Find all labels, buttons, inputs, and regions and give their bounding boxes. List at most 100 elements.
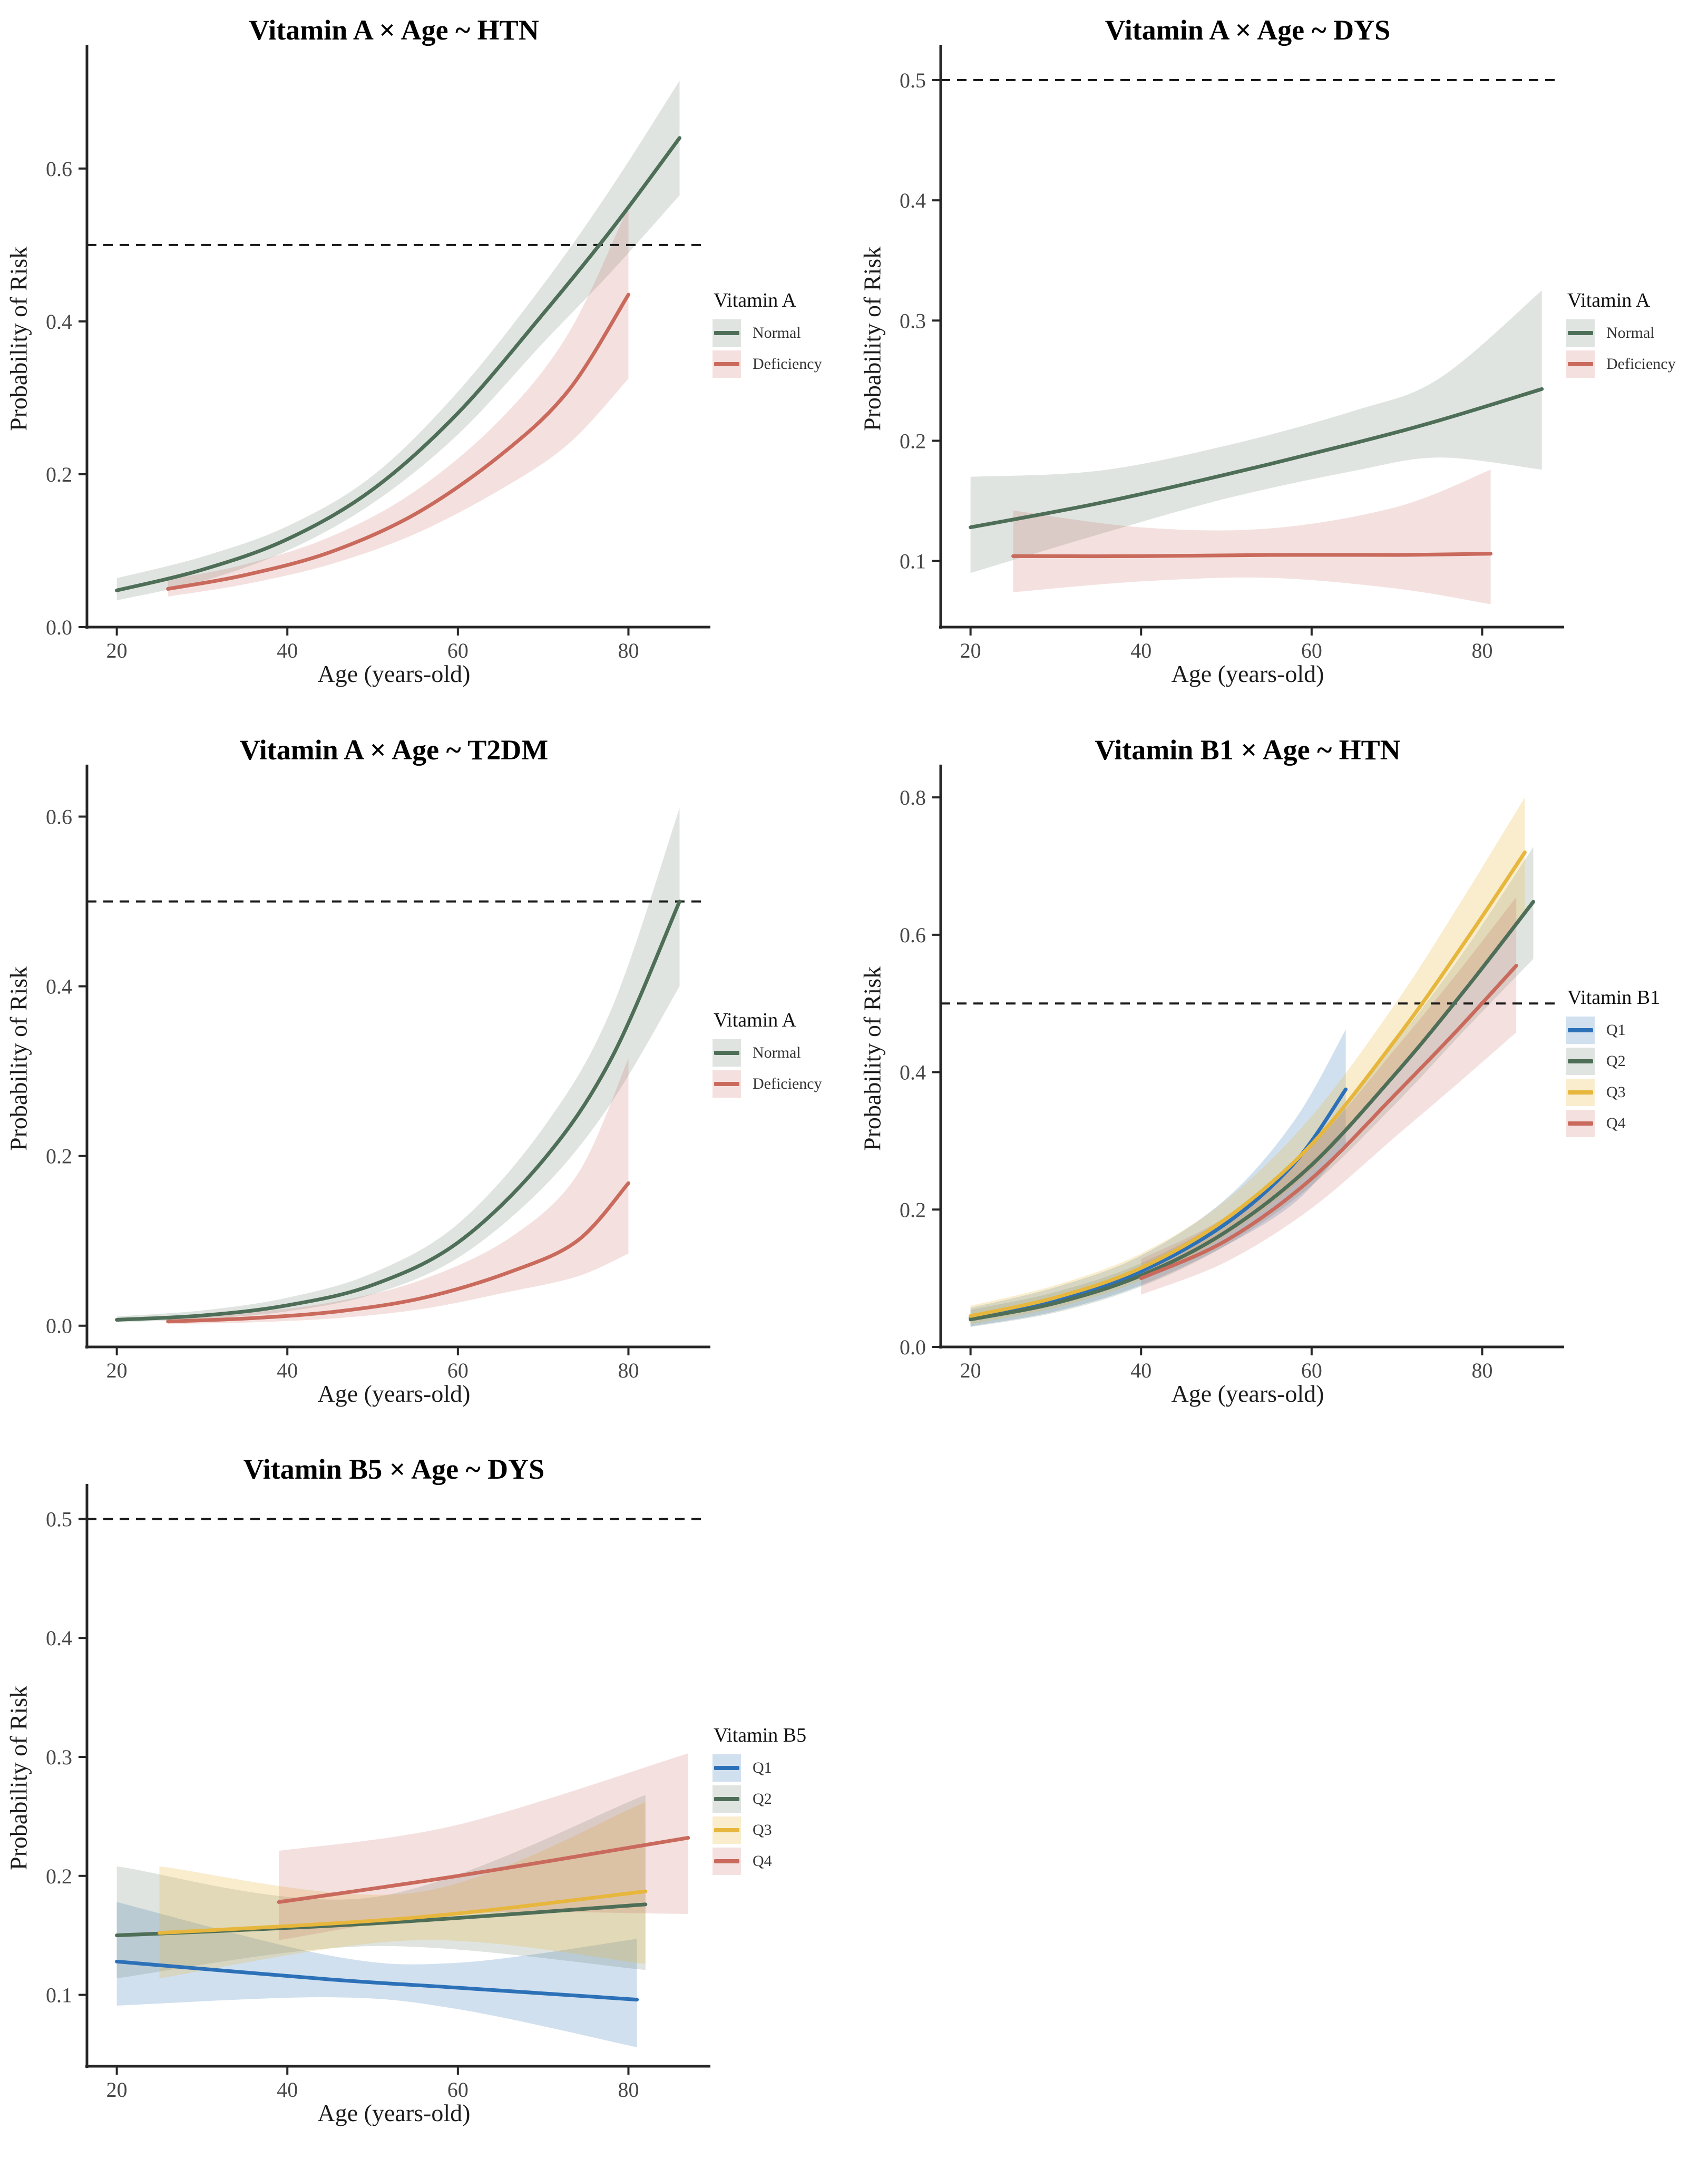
chart-title: Vitamin A × Age ~ HTN [249,14,539,46]
svg-text:80: 80 [618,639,639,662]
legend-entry-q3: Q3 [713,1816,852,1844]
legend-swatch-normal [713,319,741,347]
svg-text:0.2: 0.2 [900,1198,926,1222]
legend-entry-q1: Q1 [713,1754,852,1782]
chart-vitamin-a-t2dm: Vitamin A × Age ~ T2DM Probability of Ri… [0,720,854,1440]
legend-label: Q1 [1606,1021,1626,1039]
legend: Vitamin A Normal Deficiency [713,289,852,382]
chart-title: Vitamin B1 × Age ~ HTN [1095,734,1401,766]
x-axis-label: Age (years-old) [317,660,471,687]
plot-canvas: 20 40 60 80 0.1 0.2 0.3 0.4 0.5 [46,1484,710,2102]
legend-swatch-q2 [713,1785,741,1813]
svg-text:60: 60 [1301,639,1322,662]
legend-entry-normal: Normal [713,1039,852,1067]
svg-text:0.6: 0.6 [900,923,926,947]
svg-text:80: 80 [618,2078,639,2102]
x-axis-label: Age (years-old) [1171,660,1324,687]
x-axis-label: Age (years-old) [1171,1380,1324,1407]
svg-text:40: 40 [1130,639,1151,662]
svg-text:20: 20 [106,639,128,662]
svg-text:80: 80 [1471,639,1492,662]
svg-text:20: 20 [960,1359,981,1382]
chart-vitamin-b1-htn: Vitamin B1 × Age ~ HTN Probability of Ri… [854,720,1707,1440]
legend-entry-q4: Q4 [1566,1110,1706,1137]
svg-text:0.1: 0.1 [900,550,926,573]
legend-entry-q2: Q2 [713,1785,852,1813]
legend-swatch-normal [1566,319,1595,347]
legend-label: Deficiency [753,355,822,373]
svg-text:40: 40 [277,639,298,662]
legend-label: Q3 [1606,1083,1626,1101]
legend-title: Vitamin B1 [1567,986,1661,1009]
legend-entry-q2: Q2 [1566,1048,1706,1075]
legend: Vitamin B1 Q1 Q2 Q3 Q4 [1566,986,1706,1141]
legend-swatch-normal [713,1039,741,1067]
legend-swatch-deficiency [713,1070,741,1098]
legend-entry-q1: Q1 [1566,1017,1706,1044]
legend-entry-deficiency: Deficiency [1566,350,1706,378]
legend-swatch-q4 [713,1848,741,1875]
svg-text:0.6: 0.6 [46,157,72,181]
legend-title: Vitamin A [1567,289,1651,311]
chart-vitamin-a-dys: Vitamin A × Age ~ DYS Probability of Ris… [854,0,1707,720]
legend-label: Q2 [753,1790,772,1808]
legend-swatch-deficiency [1566,350,1595,378]
svg-text:60: 60 [447,1359,469,1382]
svg-text:0.4: 0.4 [46,310,72,334]
svg-text:0.4: 0.4 [900,189,926,212]
chart-vitamin-a-htn: Vitamin A × Age ~ HTN Probability of Ris… [0,0,854,720]
legend-label: Q2 [1606,1052,1626,1070]
plot-canvas: 20 40 60 80 0.0 0.2 0.4 0.6 [46,45,710,662]
legend-label: Deficiency [1606,355,1676,373]
legend-label: Normal [753,324,801,341]
svg-text:20: 20 [106,1359,128,1382]
legend-label: Q1 [753,1759,772,1776]
svg-text:0.4: 0.4 [900,1061,926,1085]
legend-label: Q4 [1606,1115,1626,1132]
legend-entry-q3: Q3 [1566,1079,1706,1106]
svg-text:0.4: 0.4 [46,1626,72,1650]
svg-text:0.0: 0.0 [900,1335,926,1359]
legend-swatch-q3 [1566,1079,1595,1106]
legend-swatch-q1 [1566,1017,1595,1044]
plot-canvas: 20 40 60 80 0.0 0.2 0.4 0.6 [46,765,710,1382]
legend-swatch-q3 [713,1816,741,1844]
svg-text:0.2: 0.2 [46,463,72,486]
svg-text:0.5: 0.5 [46,1507,72,1531]
legend-entry-deficiency: Deficiency [713,350,852,378]
svg-text:0.3: 0.3 [900,309,926,333]
legend-title: Vitamin A [714,1009,797,1031]
svg-text:60: 60 [447,639,469,662]
svg-text:0.1: 0.1 [46,1984,72,2007]
chart-title: Vitamin B5 × Age ~ DYS [243,1453,545,1485]
svg-text:0.2: 0.2 [46,1864,72,1888]
svg-text:0.5: 0.5 [900,69,926,92]
svg-text:0.0: 0.0 [46,616,72,639]
svg-text:60: 60 [1301,1359,1322,1382]
legend-entry-deficiency: Deficiency [713,1070,852,1098]
legend-label: Q4 [753,1852,772,1870]
legend-swatch-q4 [1566,1110,1595,1137]
legend-swatch-deficiency [713,350,741,378]
legend-swatch-q1 [713,1754,741,1782]
svg-text:0.2: 0.2 [46,1145,72,1168]
legend-title: Vitamin A [714,289,797,311]
x-axis-label: Age (years-old) [317,2099,471,2126]
svg-text:0.4: 0.4 [46,975,72,999]
legend-swatch-q2 [1566,1048,1595,1075]
plot-canvas: 20 40 60 80 0.1 0.2 0.3 0.4 0.5 [900,45,1564,662]
legend-label: Q3 [753,1821,772,1839]
svg-text:0.0: 0.0 [46,1314,72,1338]
legend-entry-normal: Normal [1566,319,1706,347]
legend-label: Deficiency [753,1075,822,1092]
svg-text:40: 40 [277,1359,298,1382]
svg-text:20: 20 [106,2078,128,2102]
x-axis-label: Age (years-old) [317,1380,471,1407]
svg-text:20: 20 [960,639,981,662]
legend: Vitamin A Normal Deficiency [1566,289,1706,382]
legend-label: Normal [1606,324,1655,341]
legend-entry-normal: Normal [713,319,852,347]
svg-text:0.6: 0.6 [46,805,72,829]
plot-canvas: 20 40 60 80 0.0 0.2 0.4 0.6 0.8 [900,765,1564,1382]
